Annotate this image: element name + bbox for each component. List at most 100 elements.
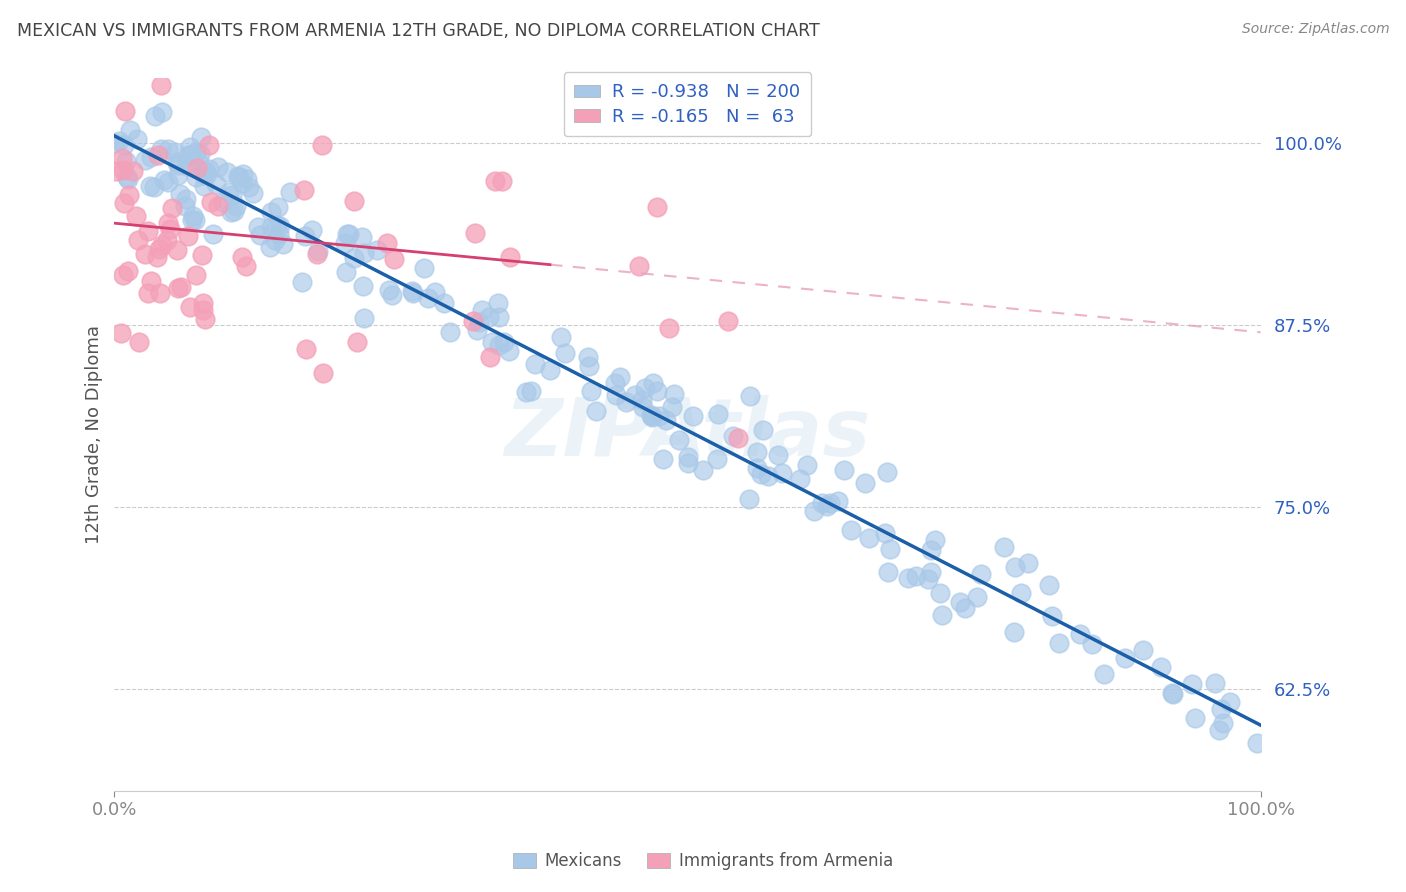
Point	[352, 229, 374, 244]
Point	[576, 350, 599, 364]
Point	[186, 161, 208, 175]
Point	[291, 275, 314, 289]
Point	[235, 171, 257, 186]
Point	[678, 450, 700, 464]
Point	[609, 370, 631, 384]
Y-axis label: 12th Grade, No Diploma: 12th Grade, No Diploma	[86, 325, 103, 543]
Point	[353, 246, 375, 260]
Point	[817, 499, 839, 513]
Point	[153, 173, 176, 187]
Point	[747, 445, 769, 459]
Point	[579, 384, 602, 398]
Point	[523, 357, 546, 371]
Point	[655, 413, 678, 427]
Point	[225, 198, 247, 212]
Point	[439, 325, 461, 339]
Point	[191, 247, 214, 261]
Point	[766, 448, 789, 462]
Point	[640, 408, 662, 422]
Point	[353, 310, 375, 325]
Point	[756, 469, 779, 483]
Point	[238, 180, 260, 194]
Point	[176, 229, 198, 244]
Point	[188, 147, 211, 161]
Point	[117, 172, 139, 186]
Point	[873, 526, 896, 541]
Point	[134, 247, 156, 261]
Point	[207, 199, 229, 213]
Point	[1246, 736, 1268, 750]
Point	[488, 310, 510, 324]
Point	[176, 159, 198, 173]
Point	[336, 227, 359, 241]
Point	[811, 496, 834, 510]
Point	[221, 188, 243, 202]
Point	[378, 283, 401, 297]
Point	[876, 465, 898, 479]
Point	[260, 220, 283, 235]
Point	[267, 227, 290, 241]
Point	[498, 343, 520, 358]
Point	[634, 381, 657, 395]
Point	[160, 201, 183, 215]
Point	[197, 161, 219, 176]
Point	[920, 542, 942, 557]
Point	[260, 204, 283, 219]
Point	[803, 504, 825, 518]
Point	[662, 386, 685, 401]
Point	[519, 384, 541, 398]
Point	[993, 540, 1015, 554]
Point	[550, 329, 572, 343]
Point	[643, 376, 665, 390]
Point	[267, 200, 290, 214]
Point	[259, 240, 281, 254]
Point	[752, 423, 775, 437]
Point	[139, 274, 162, 288]
Point	[676, 456, 699, 470]
Point	[159, 222, 181, 236]
Point	[1204, 676, 1226, 690]
Point	[122, 164, 145, 178]
Point	[150, 105, 173, 120]
Point	[745, 460, 768, 475]
Point	[627, 259, 650, 273]
Point	[228, 169, 250, 184]
Point	[1069, 627, 1091, 641]
Point	[346, 335, 368, 350]
Point	[193, 164, 215, 178]
Point	[292, 183, 315, 197]
Point	[179, 300, 201, 314]
Point	[1150, 659, 1173, 673]
Point	[1161, 688, 1184, 702]
Point	[149, 142, 172, 156]
Point	[1002, 624, 1025, 639]
Point	[416, 291, 439, 305]
Point	[183, 209, 205, 223]
Point	[382, 252, 405, 266]
Point	[749, 467, 772, 481]
Point	[231, 176, 253, 190]
Point	[1038, 578, 1060, 592]
Point	[112, 138, 135, 153]
Text: Source: ZipAtlas.com: Source: ZipAtlas.com	[1241, 22, 1389, 37]
Point	[156, 233, 179, 247]
Point	[658, 321, 681, 335]
Point	[381, 288, 404, 302]
Point	[624, 388, 647, 402]
Point	[186, 145, 208, 159]
Point	[305, 246, 328, 260]
Point	[266, 218, 288, 232]
Point	[839, 523, 862, 537]
Point	[796, 458, 818, 472]
Point	[307, 244, 329, 259]
Point	[661, 400, 683, 414]
Point	[179, 139, 201, 153]
Point	[818, 496, 841, 510]
Point	[920, 565, 942, 579]
Point	[1219, 695, 1241, 709]
Point	[156, 216, 179, 230]
Point	[143, 109, 166, 123]
Point	[478, 310, 501, 324]
Point	[207, 160, 229, 174]
Point	[879, 541, 901, 556]
